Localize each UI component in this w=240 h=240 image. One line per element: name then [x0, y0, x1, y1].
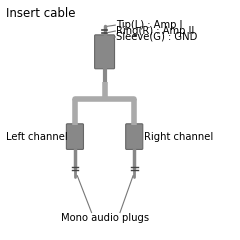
Text: Insert cable: Insert cable	[6, 7, 76, 20]
Text: Mono audio plugs: Mono audio plugs	[60, 213, 149, 223]
Text: Left channel: Left channel	[6, 132, 68, 142]
FancyBboxPatch shape	[126, 124, 143, 150]
Text: Right channel: Right channel	[144, 132, 213, 142]
FancyBboxPatch shape	[66, 124, 84, 150]
Text: Sleeve(G) : GND: Sleeve(G) : GND	[116, 32, 197, 42]
Text: Tip(L) : Amp I: Tip(L) : Amp I	[116, 20, 182, 30]
FancyBboxPatch shape	[95, 35, 114, 69]
Text: Ring(R) : Amp II: Ring(R) : Amp II	[116, 26, 194, 36]
